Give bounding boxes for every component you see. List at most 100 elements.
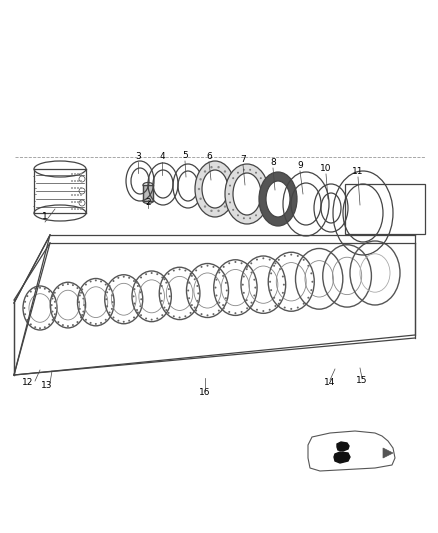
Circle shape	[71, 187, 73, 189]
Circle shape	[71, 173, 73, 175]
Circle shape	[80, 173, 82, 175]
Circle shape	[109, 285, 111, 287]
Circle shape	[215, 295, 217, 296]
Circle shape	[260, 177, 262, 179]
Circle shape	[217, 209, 220, 212]
Circle shape	[218, 269, 220, 271]
Circle shape	[165, 309, 167, 311]
Circle shape	[290, 308, 292, 310]
Polygon shape	[334, 452, 350, 463]
Circle shape	[250, 262, 252, 264]
Circle shape	[273, 265, 275, 267]
Circle shape	[62, 324, 64, 326]
Circle shape	[218, 302, 220, 304]
Circle shape	[228, 178, 231, 181]
Circle shape	[237, 214, 239, 216]
Circle shape	[268, 259, 271, 261]
Circle shape	[229, 184, 231, 187]
Circle shape	[191, 275, 193, 277]
Circle shape	[82, 297, 85, 300]
Circle shape	[283, 284, 285, 286]
Circle shape	[134, 288, 135, 290]
Circle shape	[201, 313, 202, 315]
Circle shape	[278, 303, 280, 305]
Bar	[345, 184, 425, 234]
Circle shape	[206, 265, 208, 266]
Circle shape	[263, 184, 265, 187]
Circle shape	[311, 281, 314, 282]
Circle shape	[269, 281, 271, 282]
Circle shape	[204, 170, 206, 173]
Circle shape	[260, 209, 262, 211]
Text: 7: 7	[240, 155, 246, 164]
Circle shape	[240, 311, 243, 313]
Circle shape	[145, 273, 147, 275]
Circle shape	[196, 300, 198, 302]
Circle shape	[234, 312, 237, 314]
Circle shape	[136, 309, 138, 311]
Text: 16: 16	[199, 388, 211, 397]
Circle shape	[234, 261, 237, 263]
Circle shape	[243, 169, 245, 171]
Circle shape	[78, 301, 80, 303]
Circle shape	[52, 295, 53, 297]
Circle shape	[39, 327, 41, 329]
Circle shape	[55, 307, 57, 309]
Circle shape	[77, 173, 79, 175]
Circle shape	[225, 297, 227, 299]
Circle shape	[54, 301, 56, 303]
Circle shape	[123, 321, 125, 323]
Circle shape	[282, 292, 284, 294]
Circle shape	[140, 314, 142, 316]
Circle shape	[57, 287, 60, 289]
Circle shape	[284, 255, 286, 257]
Circle shape	[284, 306, 286, 309]
Circle shape	[77, 180, 79, 182]
Circle shape	[100, 280, 102, 282]
Circle shape	[311, 272, 312, 274]
Circle shape	[123, 276, 125, 278]
Circle shape	[243, 276, 245, 278]
Circle shape	[246, 266, 248, 268]
Circle shape	[77, 321, 78, 323]
Circle shape	[106, 305, 108, 307]
Circle shape	[80, 180, 82, 182]
Circle shape	[81, 314, 83, 316]
Circle shape	[232, 177, 234, 179]
Circle shape	[268, 309, 271, 311]
Circle shape	[273, 297, 275, 298]
Text: 10: 10	[320, 164, 332, 173]
Circle shape	[243, 292, 245, 294]
Circle shape	[161, 277, 163, 278]
Circle shape	[48, 324, 50, 325]
Circle shape	[198, 188, 200, 190]
Circle shape	[226, 289, 228, 292]
Circle shape	[223, 308, 225, 309]
Circle shape	[77, 194, 79, 196]
Circle shape	[218, 310, 220, 312]
Circle shape	[229, 201, 231, 204]
Circle shape	[39, 287, 41, 289]
Circle shape	[128, 277, 130, 279]
Circle shape	[139, 305, 141, 307]
Circle shape	[262, 310, 265, 312]
Circle shape	[228, 198, 231, 200]
Text: 9: 9	[297, 161, 303, 170]
Circle shape	[303, 259, 305, 261]
Circle shape	[163, 278, 166, 280]
Circle shape	[151, 272, 153, 274]
Circle shape	[282, 276, 284, 278]
Circle shape	[112, 301, 114, 303]
Circle shape	[90, 322, 92, 324]
Ellipse shape	[259, 172, 297, 226]
Circle shape	[264, 193, 266, 195]
Circle shape	[262, 257, 265, 259]
Circle shape	[100, 322, 102, 324]
Circle shape	[54, 292, 56, 294]
Circle shape	[57, 321, 60, 323]
Circle shape	[71, 201, 73, 203]
Circle shape	[228, 311, 230, 313]
Circle shape	[240, 262, 243, 264]
Circle shape	[74, 180, 76, 182]
Circle shape	[109, 314, 110, 316]
